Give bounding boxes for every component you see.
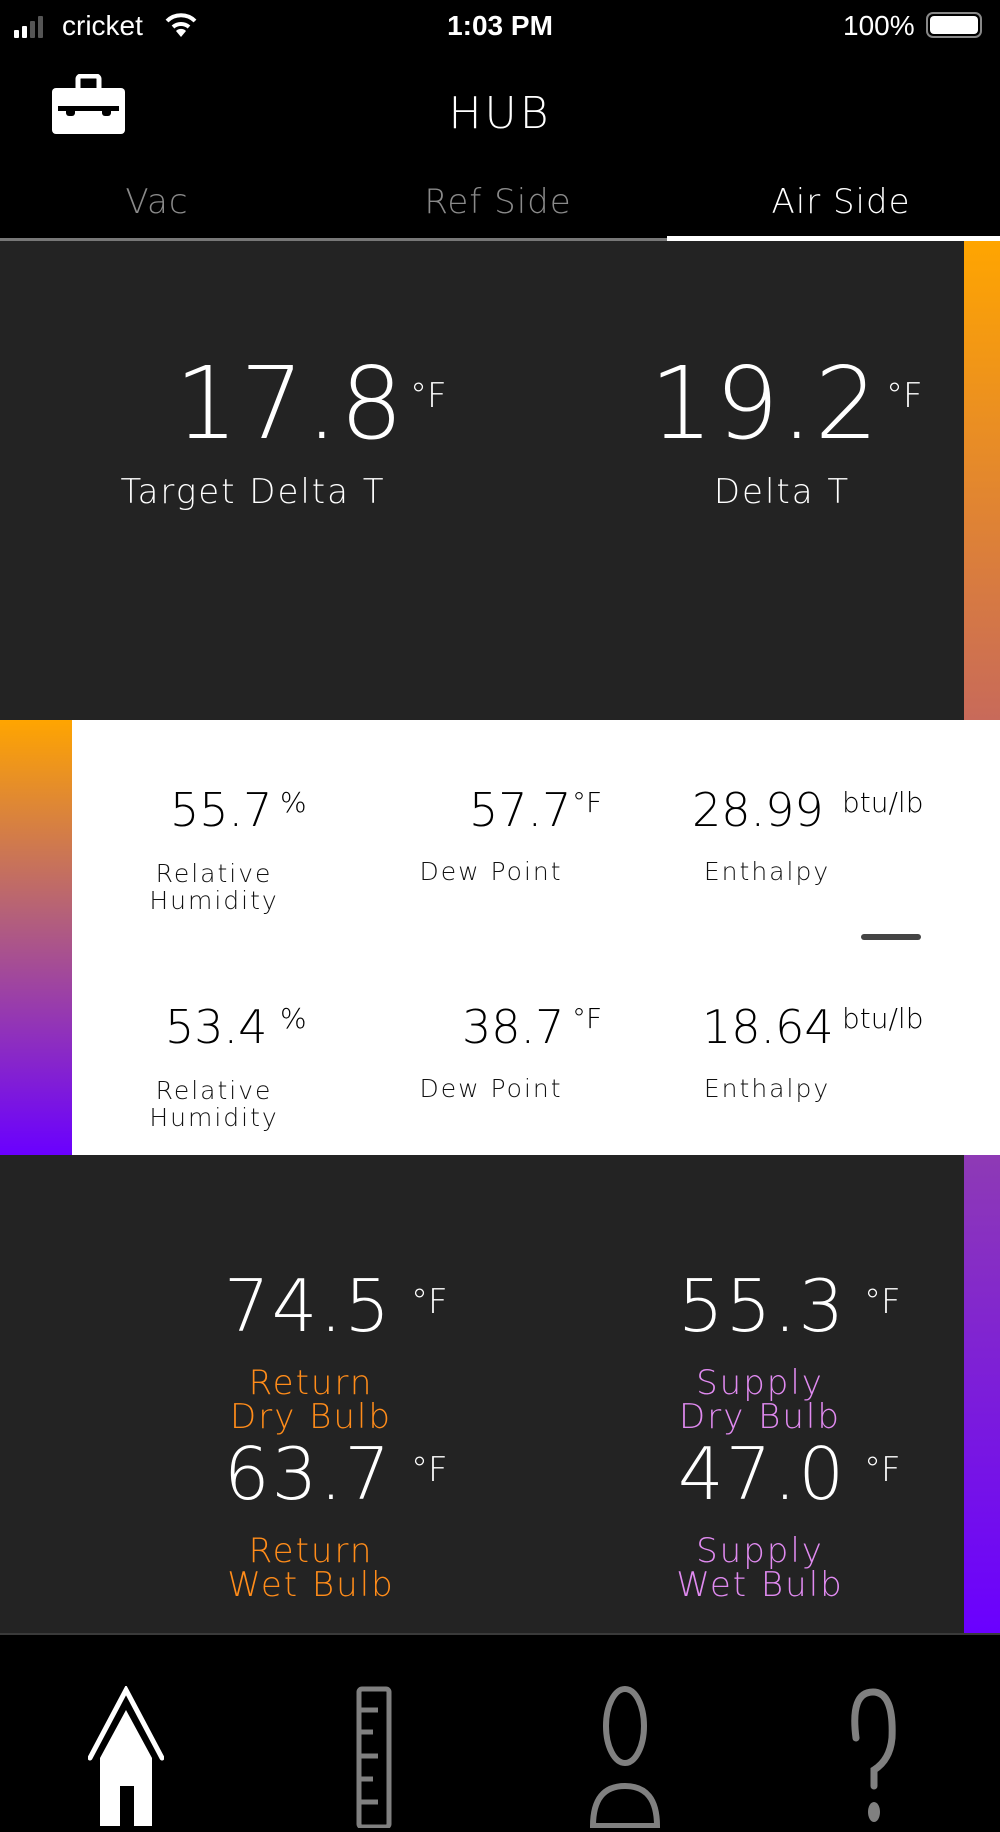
supply-enthalpy-value: 18.64 — [702, 1000, 834, 1054]
target-delta-t-unit: °F — [410, 376, 447, 416]
minus-icon[interactable] — [861, 934, 921, 940]
tab-divider — [0, 238, 667, 241]
tab-ref-side[interactable]: Ref Side — [424, 182, 572, 222]
return-rh-value: 55.7 — [170, 783, 273, 837]
return-label: Return — [77, 786, 113, 905]
status-bar: cricket 1:03 PM 100% — [0, 0, 1000, 57]
battery-percent: 100% — [843, 10, 915, 41]
target-delta-t-label: Target Delta T — [120, 472, 386, 512]
battery-icon — [926, 12, 982, 38]
active-tab-indicator — [667, 236, 1000, 241]
delta-t-panel — [0, 241, 1000, 720]
user-icon[interactable] — [589, 1680, 661, 1828]
return-dew-label: Dew Point — [419, 857, 563, 886]
home-icon[interactable] — [88, 1686, 164, 1832]
tab-air-side[interactable]: Air Side — [771, 182, 911, 222]
return-dry-bulb-value: 74.5 — [223, 1264, 393, 1348]
return-gradient-bar — [964, 241, 1000, 720]
supply-dew-label: Dew Point — [419, 1074, 563, 1103]
return-dew-value: 57.7 — [469, 783, 572, 837]
supply-rh-value: 53.4 — [165, 1000, 268, 1054]
target-delta-t-value: 17.8 — [174, 345, 406, 462]
supply-dry-bulb-value: 55.3 — [677, 1264, 847, 1348]
bottom-nav-divider — [0, 1633, 1000, 1635]
delta-t-unit: °F — [886, 376, 923, 416]
carrier: cricket — [62, 10, 143, 41]
psychrometric-panel — [0, 720, 1000, 1155]
supply-rh-unit: % — [280, 1002, 307, 1035]
delta-t-label: Delta T — [713, 472, 851, 512]
signal-icon — [14, 16, 43, 38]
supply-enthalpy-label: Enthalpy — [703, 1074, 831, 1103]
supply-dew-value: 38.7 — [462, 1000, 565, 1054]
return-dry-bulb-unit: °F — [411, 1282, 448, 1322]
delta-t-value: 19.2 — [649, 345, 881, 462]
clock: 1:03 PM — [447, 10, 553, 41]
supply-wet-bulb-value: 47.0 — [677, 1432, 847, 1516]
supply-wet-bulb-unit: °F — [864, 1450, 901, 1490]
return-rh-unit: % — [280, 786, 307, 819]
toolbox-icon[interactable] — [52, 74, 125, 134]
ruler-icon[interactable] — [356, 1686, 392, 1828]
supply-dry-bulb-unit: °F — [864, 1282, 901, 1322]
return-enthalpy-value: 28.99 — [692, 783, 824, 837]
return-enthalpy-label: Enthalpy — [703, 857, 831, 886]
return-rh-label: Relative Humidity — [149, 859, 279, 915]
supply-dry-bulb-label: Supply Dry Bulb — [679, 1363, 841, 1437]
help-icon[interactable] — [850, 1686, 896, 1828]
return-supply-gradient-bar — [0, 720, 72, 1155]
return-wet-bulb-label: Return Wet Bulb — [227, 1531, 395, 1605]
supply-wet-bulb-label: Supply Wet Bulb — [676, 1531, 844, 1605]
tab-vac[interactable]: Vac — [125, 182, 189, 222]
return-dry-bulb-label: Return Dry Bulb — [230, 1363, 392, 1437]
supply-dew-unit: °F — [572, 1002, 603, 1035]
return-enthalpy-unit: btu/lb — [842, 786, 924, 819]
supply-gradient-bar — [964, 1155, 1000, 1633]
wifi-icon — [165, 13, 197, 37]
return-wet-bulb-value: 63.7 — [223, 1432, 393, 1516]
return-dew-unit: °F — [572, 786, 603, 819]
return-wet-bulb-unit: °F — [411, 1450, 448, 1490]
supply-label: Supply — [78, 985, 114, 1106]
bulb-temperature-panel — [0, 1155, 1000, 1633]
page-title: HUB — [448, 88, 552, 139]
supply-enthalpy-unit: btu/lb — [842, 1002, 924, 1035]
supply-rh-label: Relative Humidity — [149, 1076, 279, 1132]
